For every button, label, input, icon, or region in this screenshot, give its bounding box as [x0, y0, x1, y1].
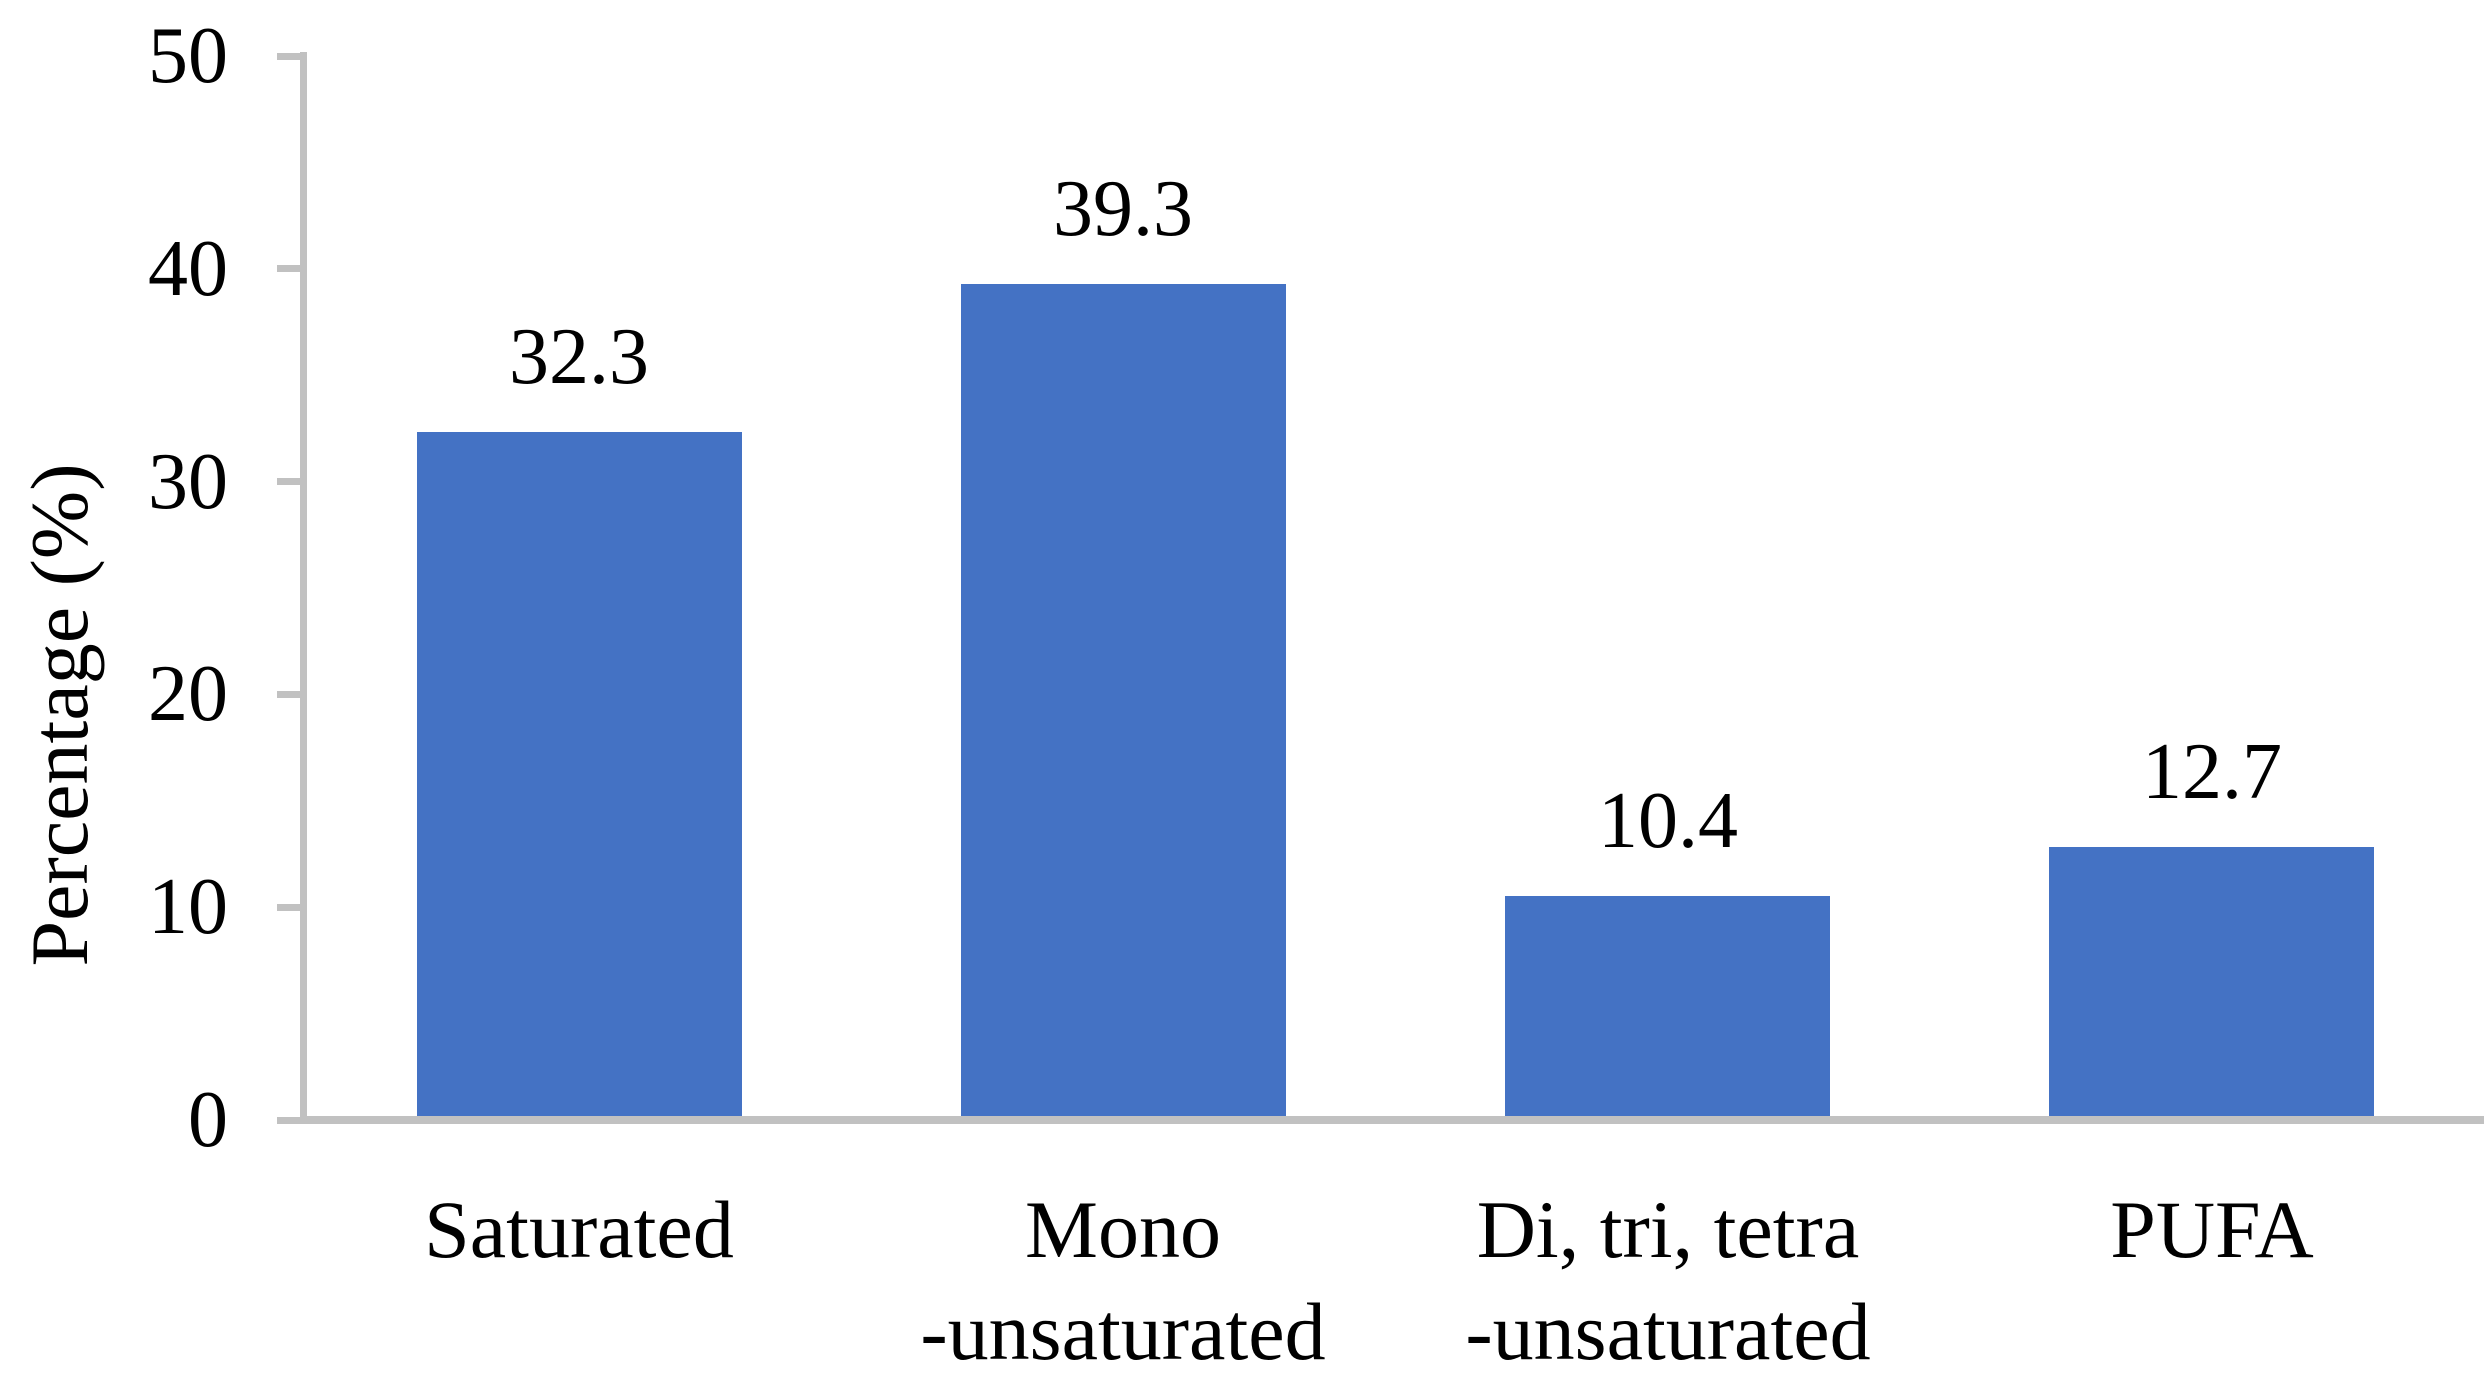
chart-bar — [961, 284, 1286, 1116]
y-tick-label: 50 — [148, 12, 228, 100]
y-tick-label: 0 — [188, 1076, 228, 1164]
category-label: Saturated — [307, 1179, 851, 1281]
y-tick-mark — [277, 691, 304, 698]
value-label: 12.7 — [2142, 728, 2282, 816]
chart-bar — [417, 432, 742, 1116]
category-label-line: PUFA — [2110, 1184, 2314, 1275]
category-label-line: Mono — [1025, 1184, 1221, 1275]
y-tick-label: 30 — [148, 438, 228, 526]
y-tick-mark — [277, 53, 304, 60]
y-tick-mark — [277, 1117, 304, 1124]
category-label-line: -unsaturated — [1465, 1286, 1871, 1377]
y-axis-line — [300, 52, 307, 1124]
category-label: Di, tri, tetra -unsaturated — [1396, 1179, 1940, 1379]
category-label: Mono -unsaturated — [851, 1179, 1395, 1379]
x-axis-line — [300, 1116, 2484, 1124]
value-label: 39.3 — [1053, 165, 1193, 253]
chart-bar — [2049, 847, 2374, 1116]
category-label-line: Saturated — [424, 1184, 734, 1275]
y-tick-label: 40 — [148, 225, 228, 313]
category-label-line: Di, tri, tetra — [1476, 1184, 1860, 1275]
value-label: 10.4 — [1598, 777, 1738, 865]
category-label: PUFA — [1940, 1179, 2484, 1281]
y-tick-label: 20 — [148, 650, 228, 738]
y-tick-mark — [277, 478, 304, 485]
chart-bar — [1505, 896, 1830, 1116]
y-tick-mark — [277, 265, 304, 272]
y-tick-mark — [277, 904, 304, 911]
value-label: 32.3 — [509, 313, 649, 401]
y-tick-label: 10 — [148, 863, 228, 951]
category-label-line: -unsaturated — [920, 1286, 1326, 1377]
